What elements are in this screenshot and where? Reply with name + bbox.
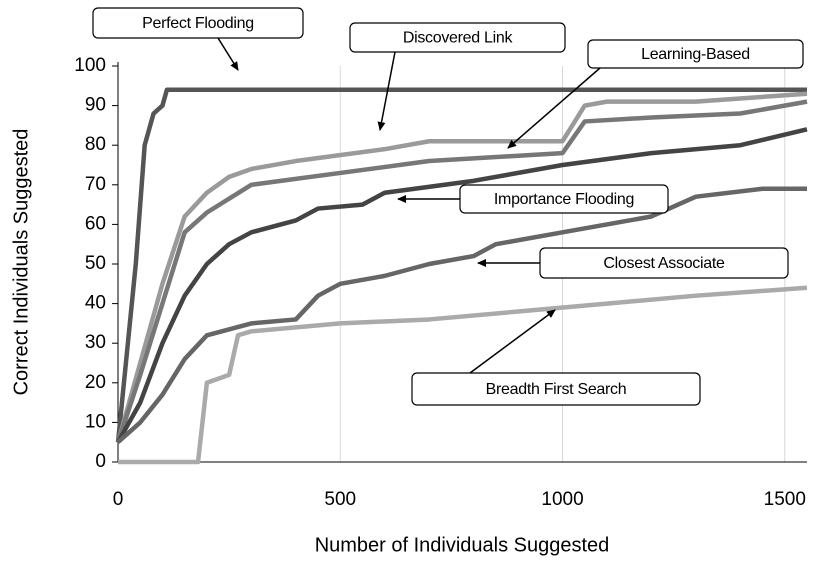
callout-arrow <box>507 67 601 149</box>
callout-arrow <box>217 37 239 71</box>
legend-label: Perfect Flooding <box>142 15 254 32</box>
legend-label: Closest Associate <box>603 255 725 272</box>
series-line <box>115 91 808 443</box>
callout-box <box>349 22 566 53</box>
x-tick-label: 1000 <box>541 489 583 510</box>
series-line <box>118 285 808 465</box>
y-tick-label: 60 <box>85 213 106 234</box>
y-tick-label: 10 <box>85 411 106 432</box>
x-axis-label: Number of Individuals Suggested <box>315 534 610 556</box>
x-tick-label: 1500 <box>764 489 806 510</box>
x-tick-label: 0 <box>113 489 124 510</box>
x-tick-label: 500 <box>324 489 356 510</box>
y-tick-label: 70 <box>85 174 106 195</box>
legend-label: Learning-Based <box>641 46 750 63</box>
callout-arrow <box>469 309 556 374</box>
callout-box <box>92 7 304 39</box>
y-tick-label: 100 <box>74 55 106 76</box>
series-line <box>115 87 807 443</box>
series-line <box>115 99 808 443</box>
callout-box <box>459 184 669 214</box>
callout-box <box>539 247 789 279</box>
legend-label: Breadth First Search <box>486 381 627 398</box>
y-tick-label: 90 <box>85 95 106 116</box>
y-tick-label: 30 <box>85 332 106 353</box>
series-line <box>116 127 808 444</box>
y-tick-label: 50 <box>85 253 106 274</box>
y-tick-label: 40 <box>85 293 106 314</box>
y-tick-label: 20 <box>85 372 106 393</box>
callout-arrow <box>377 51 396 131</box>
callout-box <box>411 372 701 406</box>
y-tick-label: 80 <box>85 134 106 155</box>
legend-label: Discovered Link <box>403 30 514 47</box>
y-tick-label: 0 <box>95 451 106 472</box>
y-axis-label: Correct Individuals Suggested <box>10 129 32 396</box>
callout-box <box>587 39 804 69</box>
legend-label: Importance Flooding <box>494 191 634 208</box>
